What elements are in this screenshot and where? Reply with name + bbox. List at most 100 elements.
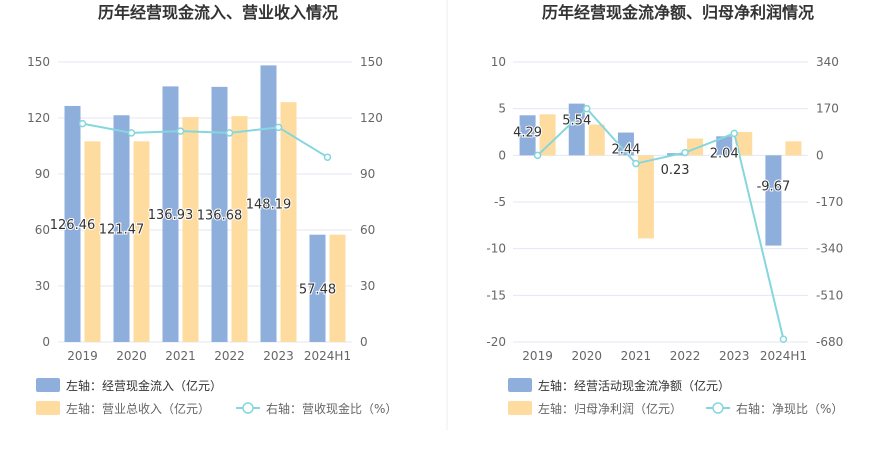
legend-label: 左轴：归母净利润（亿元） [538,401,682,416]
right-axis-tick-label: 340 [816,55,839,69]
bar-data-label: 126.46 [50,218,96,233]
bar-right-series [231,116,248,342]
left-axis-tick-label: -20 [486,335,506,349]
bar-left-series [64,105,81,342]
ratio-line [536,107,785,340]
bar-left-series [113,115,130,342]
bar-left-series [617,132,634,156]
chart-title: 历年经营现金流净额、归母净利润情况 [542,3,814,22]
legend-swatch [36,401,60,415]
x-axis-tick-label: 2021 [621,349,652,363]
left-axis-tick-label: 60 [35,223,50,237]
left-axis-tick-label: 90 [35,167,50,181]
left-axis-tick-label: 120 [27,111,50,125]
left-axis-tick-label: -5 [494,195,506,209]
bar-data-label: 5.54 [562,114,591,129]
ratio-line-point [323,153,332,161]
bar-data-label: 136.93 [148,208,194,223]
ratio-line [82,122,329,159]
right-axis-tick-label: 120 [360,111,383,125]
x-axis-tick-label: 2019 [67,349,98,363]
ratio-line-point [681,148,689,157]
bar-right-series [785,141,802,156]
x-axis-tick-label: 2020 [571,349,602,363]
bar-data-label: 148.19 [246,198,292,213]
bar-right-series [84,141,101,342]
x-axis-tick-label: 2021 [165,349,196,363]
legend-label: 右轴：营收现金比（%） [266,401,397,416]
x-axis-tick-label: 2024H1 [304,349,351,363]
ratio-line-point [225,129,234,137]
left-axis-tick-label: 150 [27,55,50,69]
legend-swatch [508,401,532,415]
right-axis-tick-label: -680 [816,335,843,349]
right-axis-tick-label: -170 [816,195,843,209]
right-axis-tick-label: 0 [360,335,368,349]
bar-data-label: 2.44 [611,143,640,158]
ratio-line-point [779,335,788,344]
bar-data-label: 4.29 [513,125,542,140]
left-axis-tick-label: 0 [498,148,506,162]
bar-left-series [519,115,536,156]
bar-data-label: 136.68 [197,208,243,223]
bar-left-series [765,155,782,246]
right-axis-tick-label: 30 [360,279,375,293]
ratio-line-point [533,151,542,160]
bar-right-series [539,114,556,156]
legend-label: 左轴：经营活动现金流净额（亿元） [538,378,730,393]
bar-data-label: -9.67 [757,179,791,194]
bar-right-series [133,141,150,342]
x-axis-tick-label: 2020 [116,349,147,363]
x-axis-tick-label: 2022 [214,349,245,363]
legend-label: 右轴：净现比（%） [736,401,843,416]
legend-line-marker [712,402,724,414]
x-axis-tick-label: 2023 [719,349,750,363]
legend-line-marker [242,402,254,414]
right-axis-tick-label: 90 [360,167,375,181]
bar-right-series [182,117,199,342]
bar-data-label: 121.47 [99,223,145,238]
bar-left-series [309,234,326,342]
bar-left-series [162,86,179,342]
bar-left-series [260,65,277,343]
x-axis-tick-label: 2022 [670,349,701,363]
legend-swatch [36,378,60,392]
ratio-line-point [176,127,185,135]
x-axis-tick-label: 2019 [522,349,553,363]
legend-swatch [508,378,532,392]
ratio-line-point [730,129,738,138]
right-axis-tick-label: 60 [360,223,375,237]
left-axis-tick-label: -10 [486,242,506,256]
left-axis-tick-label: 30 [35,279,50,293]
legend-label: 左轴：营业总收入（亿元） [66,401,210,416]
bar-right-series [329,234,346,342]
ratio-line-point [78,119,87,128]
ratio-line-point [274,123,283,132]
bar-left-series [716,136,733,156]
bar-left-series [211,86,228,342]
left-axis-tick-label: 10 [491,55,506,69]
x-axis-tick-label: 2024H1 [760,349,807,363]
bar-right-series [588,124,605,156]
right-axis-tick-label: 0 [816,148,824,162]
right-axis-tick-label: -510 [816,288,843,302]
ratio-line-point [632,159,640,168]
bar-data-label: 2.04 [710,146,739,161]
ratio-line-point [583,104,591,113]
bar-right-series [637,155,654,239]
bar-right-series [736,132,753,156]
left-axis-tick-label: -15 [486,288,506,302]
bar-data-label: 57.48 [299,282,336,297]
bar-right-series [280,102,297,342]
right-axis-tick-label: 150 [360,55,383,69]
legend-label: 左轴：经营现金流入（亿元） [66,378,222,393]
right-axis-tick-label: 170 [816,102,839,116]
bar-data-label: 0.23 [661,163,690,178]
left-axis-tick-label: 5 [498,102,506,116]
x-axis-tick-label: 2023 [263,349,294,363]
right-axis-tick-label: -340 [816,242,843,256]
ratio-line-point [127,129,136,137]
chart-title: 历年经营现金流入、营业收入情况 [98,3,338,22]
